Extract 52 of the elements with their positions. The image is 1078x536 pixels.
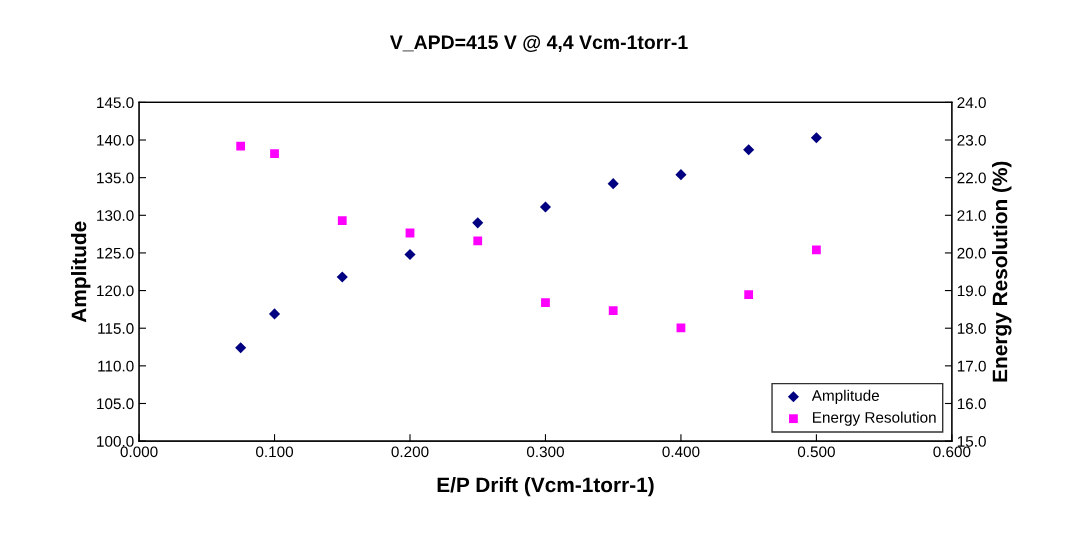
point [236, 141, 246, 151]
point [235, 342, 247, 354]
point [675, 169, 687, 181]
y2-tick-label: 23.0 [957, 134, 986, 146]
y2-tick-label: 19.0 [957, 285, 986, 297]
point [541, 298, 550, 308]
y-tick-label: 105.0 [97, 398, 134, 410]
y-tick-label: 100.0 [97, 436, 134, 447]
point [743, 144, 755, 156]
x-tick-label: 0.400 [662, 446, 700, 458]
point [404, 248, 416, 260]
point [268, 308, 281, 320]
point [539, 201, 552, 213]
y-tick-label: 125.0 [97, 247, 134, 259]
chart-title: V_APD=415 V @ 4,4 Vcm-1torr-1 [389, 35, 688, 53]
y2-axis-title: Energy Resolution (%) [992, 161, 1012, 382]
x-tick-label: 0.100 [256, 446, 294, 458]
y2-tick-label: 17.0 [957, 360, 986, 372]
x-tick-label: 0.500 [797, 446, 835, 458]
y-tick-label: 135.0 [97, 172, 134, 184]
x-tick-label: 0.200 [391, 446, 429, 458]
y2-tick-label: 15.0 [957, 436, 986, 447]
x-axis-title: E/P Drift (Vcm-1torr-1) [437, 476, 654, 497]
y2-tick-label: 21.0 [957, 210, 986, 221]
point [270, 149, 279, 158]
legend-label: Amplitude [811, 389, 880, 404]
point [337, 216, 347, 225]
y2-tick-label: 24.0 [957, 97, 986, 109]
point [607, 178, 619, 190]
legend-label: Energy Resolution [813, 411, 936, 426]
point [744, 290, 754, 300]
x-tick-label: 0.300 [526, 446, 564, 458]
y-tick-label: 115.0 [98, 323, 134, 334]
point [608, 306, 618, 315]
y2-tick-label: 18.0 [957, 323, 986, 334]
point [473, 236, 483, 246]
point [812, 245, 821, 255]
x-tick-label: 0.000 [120, 446, 158, 458]
y-tick-label: 130.0 [97, 210, 134, 221]
y-tick-label: 110.0 [98, 360, 134, 372]
y-axis-title: Amplitude [71, 221, 91, 323]
x-tick-label: 0.600 [933, 446, 971, 458]
y2-tick-label: 20.0 [957, 247, 986, 259]
point [336, 271, 348, 283]
y-tick-label: 140.0 [97, 134, 134, 146]
point [676, 323, 686, 333]
y2-tick-label: 16.0 [957, 398, 986, 410]
y-tick-label: 120.0 [97, 285, 134, 297]
y-tick-label: 145.0 [97, 97, 134, 109]
point [810, 132, 822, 144]
point [472, 217, 484, 229]
y2-tick-label: 22.0 [957, 172, 986, 184]
